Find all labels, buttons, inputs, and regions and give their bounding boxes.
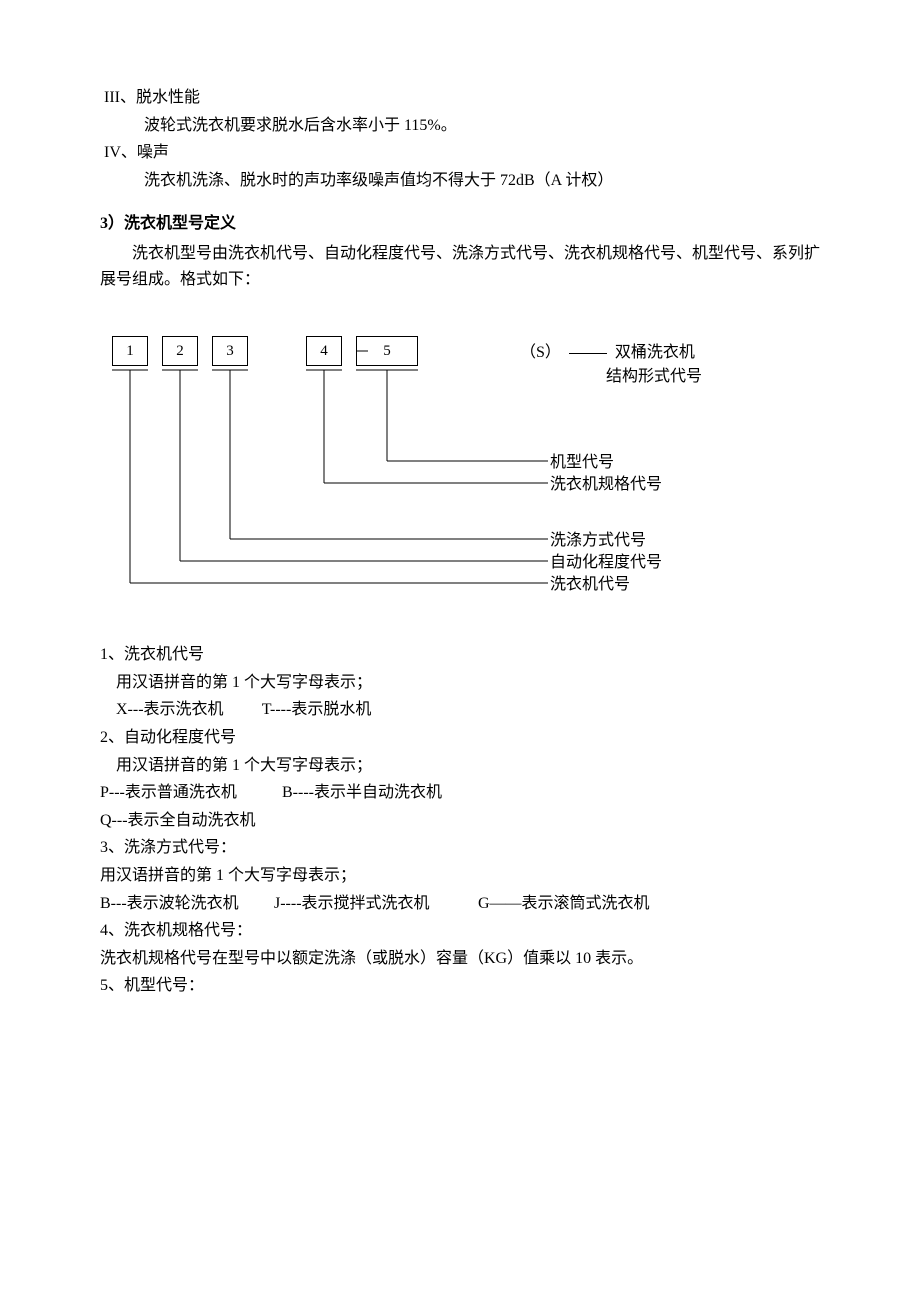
d2-title: 2、自动化程度代号 xyxy=(100,725,820,751)
d3-title: 3、洗涤方式代号： xyxy=(100,835,820,861)
d1-l2: X---表示洗衣机 T----表示脱水机 xyxy=(100,697,820,723)
d1-l2b: T----表示脱水机 xyxy=(262,701,372,718)
d1-l2a: X---表示洗衣机 xyxy=(100,697,258,723)
diagram-lines-icon xyxy=(100,330,820,620)
d1-title: 1、洗衣机代号 xyxy=(100,642,820,668)
section3-body: 洗衣机型号由洗衣机代号、自动化程度代号、洗涤方式代号、洗衣机规格代号、机型代号、… xyxy=(100,241,820,292)
d4-title: 4、洗衣机规格代号： xyxy=(100,918,820,944)
item3-label: III、脱水性能 xyxy=(104,85,820,111)
item4-label: IV、噪声 xyxy=(104,140,820,166)
d2-l2a: P---表示普通洗衣机 xyxy=(100,780,278,806)
model-code-diagram: 1 2 3 4 5 （S） 双桶洗衣机 结构形式代号 机型代号 洗衣机规格代号 … xyxy=(100,330,820,620)
d3-l2: B---表示波轮洗衣机 J----表示搅拌式洗衣机 G——表示滚筒式洗衣机 xyxy=(100,891,820,917)
d5-title: 5、机型代号： xyxy=(100,973,820,999)
d2-l1: 用汉语拼音的第 1 个大写字母表示； xyxy=(100,753,820,779)
definitions-block: 1、洗衣机代号 用汉语拼音的第 1 个大写字母表示； X---表示洗衣机 T--… xyxy=(100,642,820,999)
d2-l2b: B----表示半自动洗衣机 xyxy=(282,784,442,801)
d3-l2b: J----表示搅拌式洗衣机 xyxy=(274,891,474,917)
d1-l1: 用汉语拼音的第 1 个大写字母表示； xyxy=(100,670,820,696)
d3-l1: 用汉语拼音的第 1 个大写字母表示； xyxy=(100,863,820,889)
item3-body: 波轮式洗衣机要求脱水后含水率小于 115%。 xyxy=(104,113,820,139)
d4-l1: 洗衣机规格代号在型号中以额定洗涤（或脱水）容量（KG）值乘以 10 表示。 xyxy=(100,946,820,972)
d3-l2c: G——表示滚筒式洗衣机 xyxy=(478,895,650,912)
d3-l2a: B---表示波轮洗衣机 xyxy=(100,891,270,917)
item4-body: 洗衣机洗涤、脱水时的声功率级噪声值均不得大于 72dB（A 计权） xyxy=(104,168,820,194)
section3-heading: 3）洗衣机型号定义 xyxy=(100,211,820,237)
d2-l3: Q---表示全自动洗衣机 xyxy=(100,808,820,834)
d2-l2: P---表示普通洗衣机 B----表示半自动洗衣机 xyxy=(100,780,820,806)
